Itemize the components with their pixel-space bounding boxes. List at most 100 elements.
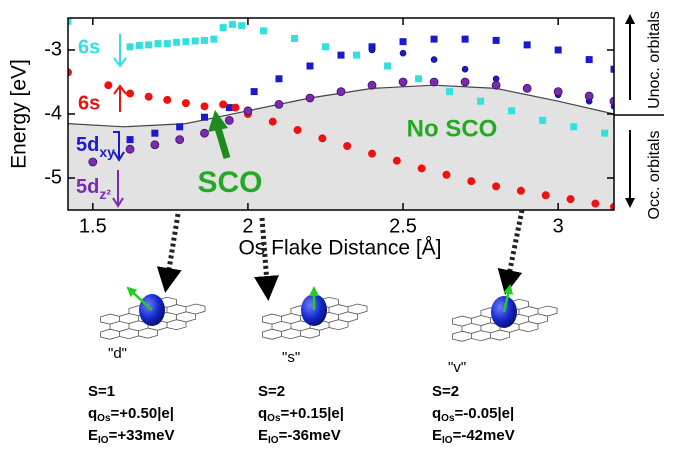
point	[492, 81, 500, 89]
point	[384, 63, 391, 70]
point	[294, 126, 302, 134]
point	[201, 129, 209, 137]
point	[554, 88, 562, 96]
point	[591, 200, 599, 208]
point	[201, 37, 208, 44]
pointer-arrow	[166, 214, 178, 288]
quantity-value: =-36meV	[279, 427, 341, 444]
point	[492, 182, 500, 190]
point	[306, 63, 313, 70]
quantity-value: =-0.05|e|	[455, 405, 515, 422]
quantity-value: =+0.50|e|	[111, 405, 174, 422]
quantity: qOs=+0.50|e|	[88, 405, 174, 424]
point	[182, 38, 189, 45]
point	[164, 40, 171, 47]
annotation: Occ. orbitals	[646, 131, 663, 220]
molecule	[452, 286, 557, 341]
quantity-value: =+33meV	[109, 427, 175, 444]
point	[269, 118, 277, 126]
point	[151, 130, 158, 137]
quantity-symbol: E	[432, 427, 442, 444]
point	[399, 78, 407, 86]
point	[539, 117, 546, 124]
y-tick-label: -3	[44, 38, 62, 60]
x-tick-label: 3	[553, 215, 564, 237]
point	[493, 37, 500, 44]
point	[229, 21, 236, 28]
point	[555, 47, 562, 54]
point	[251, 88, 258, 95]
point	[220, 24, 227, 31]
quantity: qOs=+0.15|e|	[258, 405, 344, 424]
point	[291, 35, 298, 42]
point	[127, 136, 134, 143]
state-info: S=1qOs=+0.50|e|EIO=+33meVS=2qOs=+0.15|e|…	[88, 383, 515, 446]
point	[145, 41, 152, 48]
point	[570, 123, 577, 130]
point	[127, 43, 134, 50]
state-label: "v"	[448, 359, 466, 376]
quantity-value: =-42meV	[453, 427, 515, 444]
state-label: "d"	[108, 345, 127, 362]
x-axis-label: Os Flake Distance [Å]	[238, 237, 441, 260]
quantity-sub: IO	[442, 435, 453, 446]
annotation: 6s	[78, 36, 100, 58]
point	[542, 191, 550, 199]
point	[173, 39, 180, 46]
point	[151, 141, 159, 149]
point	[89, 158, 97, 166]
y-tick-label: -5	[44, 166, 62, 188]
point	[462, 66, 468, 72]
point	[104, 81, 112, 89]
point	[338, 52, 345, 59]
molecules	[100, 286, 557, 341]
quantity-sub: Os	[441, 413, 455, 424]
point	[517, 187, 525, 195]
point	[461, 78, 469, 86]
quantity-symbol: E	[88, 427, 98, 444]
point	[523, 84, 531, 92]
point	[431, 57, 437, 63]
occupied-area	[68, 85, 614, 210]
annotation-text: 5d	[76, 134, 99, 156]
quantity-sub: IO	[98, 435, 109, 446]
quantity: EIO=+33meV	[88, 427, 174, 446]
point	[244, 107, 252, 115]
point	[154, 40, 161, 47]
point	[163, 96, 171, 104]
point	[322, 43, 329, 50]
molecule	[262, 288, 367, 339]
pointer-arrow	[506, 210, 522, 290]
annotation: SCO	[197, 166, 262, 199]
point	[182, 99, 190, 107]
point	[201, 114, 208, 121]
point	[275, 75, 282, 82]
plot-area	[64, 18, 618, 211]
point	[145, 93, 153, 101]
point	[601, 130, 608, 137]
point	[337, 88, 345, 96]
point	[176, 136, 184, 144]
quantity-symbol: q	[432, 405, 441, 422]
point	[306, 94, 314, 102]
point	[508, 107, 515, 114]
point	[176, 123, 183, 130]
point	[192, 38, 199, 45]
point	[430, 78, 438, 86]
quantity-symbol: q	[88, 405, 97, 422]
point	[232, 104, 240, 112]
point	[418, 164, 426, 172]
quantity: EIO=-36meV	[258, 427, 341, 446]
x-tick-label: 2	[242, 215, 253, 237]
quantity: qOs=-0.05|e|	[432, 405, 514, 424]
annotation-text: 5d	[76, 176, 99, 198]
point	[225, 116, 233, 124]
state-label: "s"	[282, 349, 300, 366]
quantity-value: =+0.15|e|	[281, 405, 344, 422]
figure: 1.522.53-3-4-5 Energy [eV] Os Flake Dist…	[0, 0, 673, 460]
point	[201, 102, 209, 110]
x-tick-label: 1.5	[79, 215, 107, 237]
point	[586, 56, 593, 63]
quantity-sub: IO	[268, 435, 279, 446]
